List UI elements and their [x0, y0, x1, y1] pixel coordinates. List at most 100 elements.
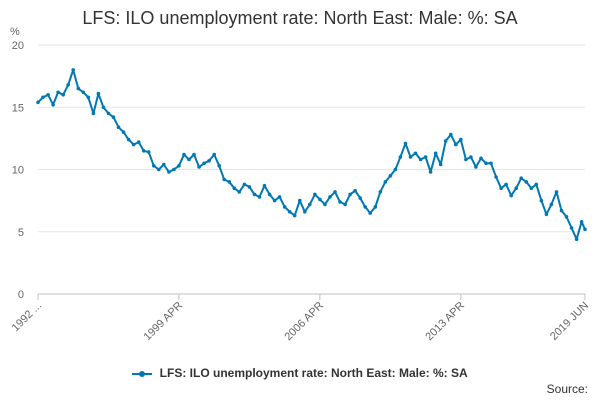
data-point[interactable]	[242, 182, 247, 187]
data-point[interactable]	[544, 212, 549, 217]
data-point[interactable]	[56, 90, 60, 95]
data-point[interactable]	[61, 93, 65, 97]
data-point[interactable]	[418, 157, 423, 162]
data-point[interactable]	[41, 95, 45, 100]
data-point[interactable]	[534, 182, 539, 187]
data-point[interactable]	[131, 142, 136, 147]
data-point[interactable]	[443, 139, 448, 143]
data-point[interactable]	[101, 105, 106, 110]
data-point[interactable]	[217, 164, 221, 168]
data-point[interactable]	[388, 173, 393, 178]
data-point[interactable]	[116, 125, 121, 129]
data-point[interactable]	[484, 161, 488, 166]
data-point[interactable]	[262, 183, 267, 188]
data-point[interactable]	[222, 177, 226, 182]
data-point[interactable]	[579, 220, 584, 224]
data-point[interactable]	[252, 192, 257, 197]
data-point[interactable]	[182, 152, 186, 157]
data-point[interactable]	[413, 151, 418, 156]
data-point[interactable]	[554, 190, 559, 194]
data-point[interactable]	[383, 180, 388, 184]
data-point[interactable]	[197, 165, 201, 169]
data-point[interactable]	[96, 91, 101, 96]
data-point[interactable]	[207, 159, 211, 163]
data-point[interactable]	[86, 95, 91, 100]
data-point[interactable]	[202, 161, 206, 166]
data-point[interactable]	[438, 162, 443, 167]
data-point[interactable]	[167, 170, 171, 174]
data-point[interactable]	[71, 68, 75, 72]
data-point[interactable]	[348, 192, 352, 197]
data-point[interactable]	[303, 210, 307, 214]
data-point[interactable]	[428, 170, 433, 174]
data-point[interactable]	[126, 137, 131, 142]
legend[interactable]: LFS: ILO unemployment rate: North East: …	[0, 366, 600, 380]
data-point[interactable]	[277, 195, 282, 199]
data-point[interactable]	[474, 165, 478, 169]
data-point[interactable]	[46, 93, 50, 97]
data-point[interactable]	[232, 186, 237, 190]
data-point[interactable]	[257, 195, 262, 199]
data-point[interactable]	[162, 162, 166, 167]
data-point[interactable]	[192, 152, 196, 157]
data-point[interactable]	[459, 137, 463, 142]
data-point[interactable]	[569, 226, 574, 230]
data-point[interactable]	[177, 164, 181, 168]
data-point[interactable]	[313, 192, 317, 197]
data-point[interactable]	[66, 83, 70, 87]
data-point[interactable]	[454, 142, 458, 147]
data-point[interactable]	[583, 227, 587, 232]
data-point[interactable]	[433, 151, 438, 156]
data-point[interactable]	[318, 197, 322, 202]
data-point[interactable]	[141, 149, 146, 153]
data-point[interactable]	[237, 190, 242, 194]
data-point[interactable]	[398, 155, 403, 159]
data-point[interactable]	[328, 195, 332, 199]
data-point[interactable]	[504, 182, 508, 187]
data-point[interactable]	[393, 167, 398, 172]
data-point[interactable]	[187, 157, 191, 162]
data-point[interactable]	[333, 190, 337, 194]
data-point[interactable]	[338, 200, 342, 204]
data-point[interactable]	[227, 180, 232, 184]
data-point[interactable]	[363, 205, 368, 209]
data-point[interactable]	[449, 132, 453, 137]
data-point[interactable]	[469, 155, 473, 159]
data-point[interactable]	[423, 155, 428, 159]
data-point[interactable]	[524, 180, 529, 184]
data-point[interactable]	[287, 210, 292, 214]
data-point[interactable]	[172, 167, 176, 172]
data-point[interactable]	[539, 198, 544, 203]
data-point[interactable]	[494, 175, 498, 179]
data-point[interactable]	[343, 202, 347, 207]
data-point[interactable]	[519, 176, 523, 180]
data-point[interactable]	[152, 164, 156, 168]
data-point[interactable]	[136, 140, 141, 144]
data-point[interactable]	[464, 157, 468, 162]
data-point[interactable]	[212, 152, 216, 157]
data-point[interactable]	[146, 150, 151, 154]
data-point[interactable]	[282, 205, 287, 209]
data-point[interactable]	[323, 202, 327, 207]
data-point[interactable]	[76, 86, 81, 91]
data-point[interactable]	[121, 130, 126, 134]
data-point[interactable]	[36, 100, 40, 105]
data-point[interactable]	[403, 141, 408, 146]
data-point[interactable]	[514, 186, 518, 190]
data-point[interactable]	[106, 111, 111, 116]
data-point[interactable]	[81, 90, 86, 95]
data-point[interactable]	[549, 202, 554, 207]
data-point[interactable]	[479, 156, 483, 161]
data-point[interactable]	[509, 193, 513, 198]
data-point[interactable]	[564, 215, 569, 219]
data-point[interactable]	[267, 192, 272, 197]
data-point[interactable]	[298, 198, 302, 203]
data-point[interactable]	[308, 202, 312, 207]
data-point[interactable]	[559, 208, 564, 213]
data-point[interactable]	[358, 196, 363, 200]
data-point[interactable]	[272, 198, 277, 203]
data-point[interactable]	[111, 115, 116, 119]
data-point[interactable]	[91, 111, 96, 116]
data-point[interactable]	[529, 186, 534, 190]
data-point[interactable]	[368, 211, 373, 215]
